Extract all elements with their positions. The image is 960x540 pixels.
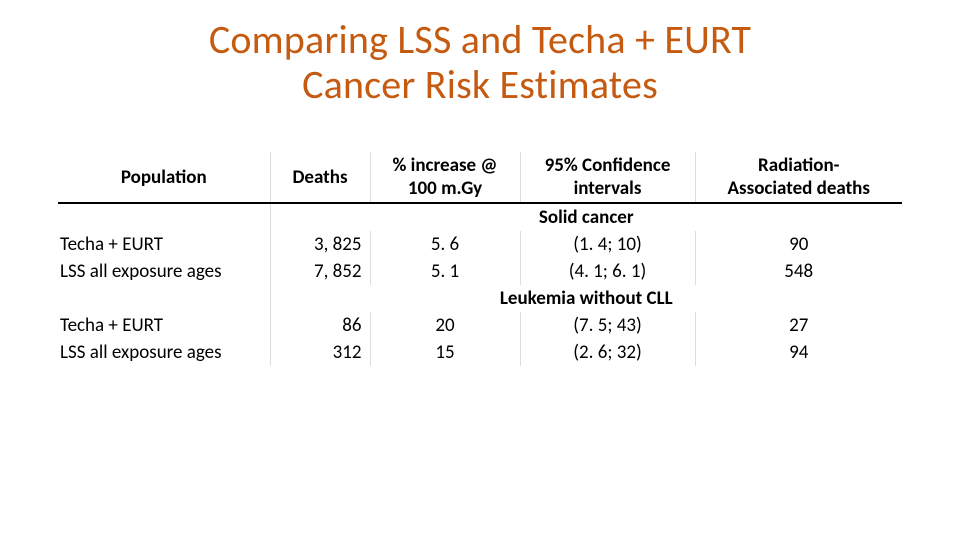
col-header-ci-l1: 95% Confidence bbox=[545, 154, 671, 177]
col-header-pct-l1: % increase @ bbox=[393, 154, 498, 177]
table-header-row: Population Deaths % increase @ 100 m.Gy … bbox=[58, 152, 902, 203]
section-heading: Solid cancer bbox=[270, 203, 902, 231]
table-row: Techa + EURT 86 20 (7. 5; 43) 27 bbox=[58, 312, 902, 339]
slide: Comparing LSS and Techa + EURT Cancer Ri… bbox=[0, 0, 960, 540]
slide-title: Comparing LSS and Techa + EURT Cancer Ri… bbox=[0, 0, 960, 108]
cell-pct: 5. 6 bbox=[370, 231, 520, 258]
col-header-confidence: 95% Confidence intervals bbox=[520, 152, 695, 203]
col-header-deaths: Deaths bbox=[270, 152, 370, 203]
cell-ci: (4. 1; 6. 1) bbox=[520, 258, 695, 285]
cell-deaths: 7, 852 bbox=[270, 258, 370, 285]
col-header-pct-increase: % increase @ 100 m.Gy bbox=[370, 152, 520, 203]
section-heading-row: Solid cancer bbox=[58, 203, 902, 231]
cell-deaths: 86 bbox=[270, 312, 370, 339]
comparison-table-container: Population Deaths % increase @ 100 m.Gy … bbox=[58, 152, 902, 366]
cell-rad: 94 bbox=[695, 339, 902, 366]
slide-title-line2: Cancer Risk Estimates bbox=[302, 60, 658, 109]
col-header-rad-l2: Associated deaths bbox=[728, 177, 870, 200]
table-row: LSS all exposure ages 7, 852 5. 1 (4. 1;… bbox=[58, 258, 902, 285]
slide-title-line1: Comparing LSS and Techa + EURT bbox=[209, 15, 751, 64]
cell-pct: 20 bbox=[370, 312, 520, 339]
section-heading-empty bbox=[58, 285, 270, 312]
cell-rad: 548 bbox=[695, 258, 902, 285]
cell-population: LSS all exposure ages bbox=[58, 258, 270, 285]
cell-population: Techa + EURT bbox=[58, 231, 270, 258]
cell-rad: 90 bbox=[695, 231, 902, 258]
col-header-population: Population bbox=[58, 152, 270, 203]
cell-population: LSS all exposure ages bbox=[58, 339, 270, 366]
cell-ci: (1. 4; 10) bbox=[520, 231, 695, 258]
col-header-rad-l1: Radiation- bbox=[758, 154, 840, 177]
cell-deaths: 312 bbox=[270, 339, 370, 366]
cell-pct: 5. 1 bbox=[370, 258, 520, 285]
col-header-radiation-deaths: Radiation- Associated deaths bbox=[695, 152, 902, 203]
cell-population: Techa + EURT bbox=[58, 312, 270, 339]
cell-rad: 27 bbox=[695, 312, 902, 339]
comparison-table: Population Deaths % increase @ 100 m.Gy … bbox=[58, 152, 902, 366]
table-row: LSS all exposure ages 312 15 (2. 6; 32) … bbox=[58, 339, 902, 366]
cell-pct: 15 bbox=[370, 339, 520, 366]
table-body: Solid cancer Techa + EURT 3, 825 5. 6 (1… bbox=[58, 203, 902, 366]
cell-deaths: 3, 825 bbox=[270, 231, 370, 258]
cell-ci: (7. 5; 43) bbox=[520, 312, 695, 339]
section-heading-empty bbox=[58, 203, 270, 231]
section-heading-row: Leukemia without CLL bbox=[58, 285, 902, 312]
table-row: Techa + EURT 3, 825 5. 6 (1. 4; 10) 90 bbox=[58, 231, 902, 258]
section-heading: Leukemia without CLL bbox=[270, 285, 902, 312]
cell-ci: (2. 6; 32) bbox=[520, 339, 695, 366]
col-header-pct-l2: 100 m.Gy bbox=[408, 177, 482, 200]
col-header-ci-l2: intervals bbox=[574, 177, 642, 200]
